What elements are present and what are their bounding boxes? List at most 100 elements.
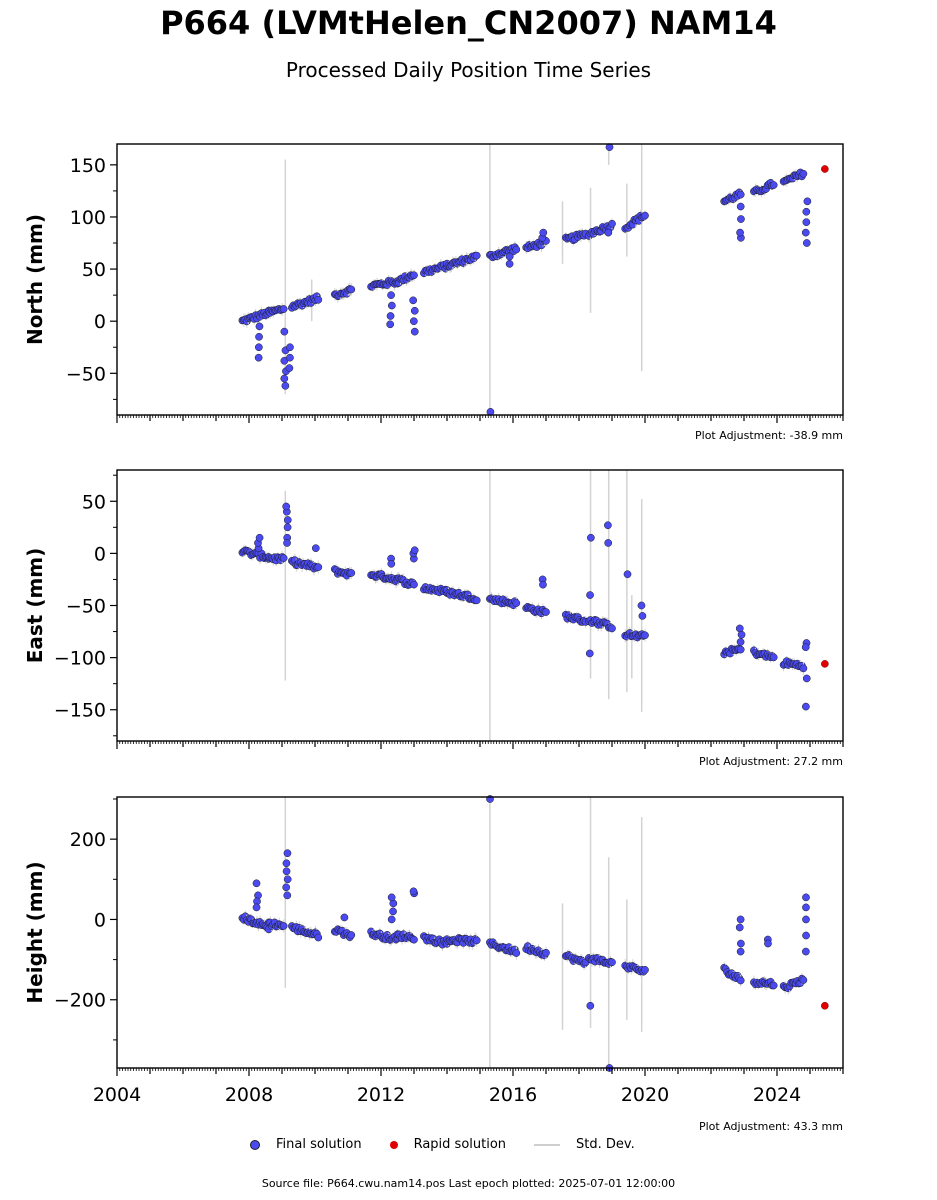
final-solution-point (282, 859, 291, 868)
legend-item-stddev: Std. Dev. (534, 1137, 635, 1152)
final-solution-point (409, 296, 418, 305)
final-solution-point (637, 601, 646, 610)
y-tick-label: −150 (54, 700, 106, 722)
final-solution-point (608, 958, 616, 967)
std-dev-line-icon (534, 1143, 561, 1146)
final-solution-point (802, 903, 810, 912)
y-tick-label: 200 (70, 829, 106, 851)
final-solution-point (387, 915, 396, 924)
final-solution-point (410, 546, 419, 555)
y-axis-label: Height (mm) (23, 861, 47, 1003)
final-solution-point (737, 215, 745, 223)
final-solution-point (769, 181, 778, 189)
final-solution-point (801, 228, 810, 237)
final-solution-point (799, 976, 808, 984)
y-axis-label: North (mm) (23, 214, 47, 345)
final-solution-point (283, 516, 292, 524)
legend-item-final: Final solution (250, 1137, 362, 1152)
final-solution-point (410, 306, 419, 315)
x-tick-label: 2008 (225, 1084, 273, 1106)
final-solution-point (736, 190, 745, 199)
final-solution-point (585, 649, 594, 658)
final-solution-point (281, 381, 290, 390)
final-solution-point (254, 343, 263, 352)
final-solution-point (279, 554, 288, 562)
final-solution-point (539, 228, 548, 237)
rapid-solution-point (821, 1001, 829, 1010)
final-solution-point (314, 933, 323, 942)
axes-frame (116, 796, 844, 1069)
final-solution-point (409, 317, 418, 326)
final-solution-point (252, 903, 261, 912)
final-solution-point (769, 653, 778, 662)
final-solution-point (282, 883, 291, 892)
final-solution-point (801, 643, 810, 652)
final-solution-point (472, 936, 481, 945)
legend-label-rapid: Rapid solution (413, 1137, 507, 1152)
final-solution-point (802, 893, 810, 902)
y-tick-label: −100 (54, 648, 106, 670)
final-solution-point (803, 197, 812, 206)
final-solution-point (386, 312, 395, 320)
y-axis-label: East (mm) (23, 548, 47, 664)
final-solution-point (542, 948, 550, 957)
final-solution-point (802, 931, 810, 940)
final-solution-point (314, 563, 323, 571)
final-solution-point (283, 523, 292, 532)
final-solution-point (505, 252, 514, 261)
axes-frame (116, 143, 844, 416)
final-solution-point (340, 913, 349, 922)
final-solution-point (254, 353, 263, 362)
x-tick-label: 2004 (93, 1084, 141, 1106)
final-solution-point (255, 322, 264, 331)
final-solution-point (737, 630, 746, 639)
axes-frame (116, 469, 844, 742)
plot-adjustment-label: Plot Adjustment: 27.2 mm (699, 755, 843, 768)
final-solution-point (283, 849, 292, 858)
final-solution-point (410, 327, 419, 336)
final-solution-point (736, 638, 745, 646)
final-solution-point (410, 271, 418, 280)
final-solution-point (604, 521, 612, 530)
final-solution-point (410, 580, 418, 589)
x-tick-label: 2016 (489, 1084, 537, 1106)
plot-adjustment-label: Plot Adjustment: -38.9 mm (695, 429, 843, 442)
final-solution-point (608, 624, 616, 633)
figure-title: P664 (LVMtHelen_CN2007) NAM14 (160, 4, 777, 42)
rapid-solution-point (821, 165, 829, 173)
rapid-solution-marker-icon (389, 1140, 398, 1149)
final-solution-point (409, 887, 418, 896)
final-solution-point (347, 285, 356, 294)
final-solution-point (286, 343, 294, 352)
y-tick-label: 100 (70, 207, 106, 229)
final-solution-point (802, 702, 810, 711)
final-solution-point (387, 893, 396, 902)
final-solution-point (280, 327, 289, 336)
final-solution-point (802, 239, 811, 247)
x-tick-label: 2020 (621, 1084, 669, 1106)
final-solution-point (802, 218, 811, 227)
y-tick-label: −50 (66, 596, 106, 618)
source-footer: Source file: P664.cwu.nam14.pos Last epo… (261, 1177, 676, 1190)
final-solution-marker-icon (250, 1139, 260, 1150)
final-solution-point (311, 544, 320, 553)
final-solution-point (347, 931, 356, 939)
final-solution-point (387, 291, 395, 299)
final-solution-point (736, 915, 745, 924)
y-tick-label: −50 (66, 363, 106, 385)
plot-adjustment-label: Plot Adjustment: 43.3 mm (699, 1120, 843, 1133)
final-solution-point (802, 947, 810, 956)
y-tick-label: 150 (70, 155, 106, 177)
final-solution-point (282, 867, 291, 876)
final-solution-point (542, 608, 550, 616)
final-solution-point (280, 374, 289, 383)
y-tick-label: −200 (54, 990, 106, 1012)
final-solution-point (512, 599, 521, 607)
final-solution-point (641, 966, 649, 974)
legend-item-rapid: Rapid solution (389, 1137, 507, 1152)
final-solution-point (641, 631, 649, 640)
final-solution-point (587, 533, 595, 542)
final-solution-point (286, 353, 294, 362)
final-solution-point (586, 1001, 595, 1010)
y-tick-label: 50 (82, 259, 106, 281)
